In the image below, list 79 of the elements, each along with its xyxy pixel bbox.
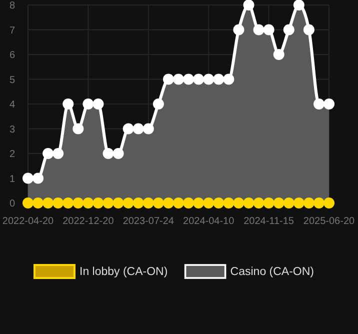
point (193, 74, 204, 85)
point (193, 198, 204, 208)
point (273, 198, 284, 208)
y-tick-label: 7 (9, 25, 16, 36)
point (253, 198, 264, 208)
point (22, 198, 34, 208)
point (243, 0, 254, 10)
point (142, 198, 154, 208)
point (233, 24, 244, 36)
point (293, 198, 304, 208)
point (223, 198, 234, 208)
point (82, 198, 94, 208)
point (32, 198, 44, 208)
point (263, 198, 274, 208)
point (223, 74, 234, 85)
point (283, 24, 294, 36)
point (203, 74, 214, 85)
legend-label: In lobby (CA-ON) (80, 266, 168, 278)
point (283, 198, 294, 208)
x-tick-label: 2024-04-10 (183, 216, 235, 227)
point (324, 198, 334, 208)
point (92, 98, 104, 110)
point (112, 198, 124, 208)
y-tick-label: 6 (9, 50, 16, 61)
point (183, 198, 194, 208)
point (42, 198, 54, 208)
point (253, 24, 264, 36)
point (102, 198, 114, 208)
x-tick-label: 2023-07-24 (122, 216, 174, 227)
point (52, 148, 64, 159)
point (173, 74, 184, 85)
point (162, 198, 174, 208)
point (243, 198, 254, 208)
y-tick-label: 5 (9, 74, 16, 86)
point (32, 172, 44, 184)
point (122, 198, 134, 208)
point (42, 148, 54, 159)
y-tick-label: 0 (9, 198, 16, 210)
x-tick-label: 2022-04-20 (2, 216, 54, 227)
point (72, 123, 84, 134)
point (303, 24, 314, 36)
point (152, 98, 164, 110)
point (92, 198, 104, 208)
point (203, 198, 214, 208)
point (324, 98, 334, 110)
point (313, 98, 324, 110)
point (173, 198, 184, 208)
y-tick-label: 1 (9, 174, 16, 185)
point (213, 198, 224, 208)
y-tick-label: 3 (9, 124, 16, 136)
point (293, 0, 304, 10)
point (122, 123, 134, 134)
point (82, 98, 94, 110)
y-tick-label: 8 (9, 0, 16, 12)
point (132, 198, 144, 208)
point (263, 24, 274, 36)
x-tick-label: 2025-06-20 (303, 216, 356, 227)
point (152, 198, 164, 208)
point (213, 74, 224, 85)
point (313, 198, 324, 208)
point (233, 198, 244, 208)
x-tick-label: 2024-11-15 (244, 216, 294, 227)
point (52, 198, 64, 208)
point (132, 123, 144, 134)
point (62, 198, 74, 208)
y-tick-label: 4 (9, 100, 16, 110)
y-tick-label: 2 (9, 149, 16, 160)
point (162, 74, 174, 85)
point (273, 49, 284, 60)
legend-label: Casino (CA-ON) (230, 266, 314, 278)
point (62, 98, 74, 110)
point (303, 198, 314, 208)
point (102, 148, 114, 159)
x-tick-label: 2022-12-20 (62, 216, 114, 227)
point (112, 148, 124, 159)
point (183, 74, 194, 85)
point (22, 172, 34, 184)
point (142, 123, 154, 134)
point (72, 198, 84, 208)
